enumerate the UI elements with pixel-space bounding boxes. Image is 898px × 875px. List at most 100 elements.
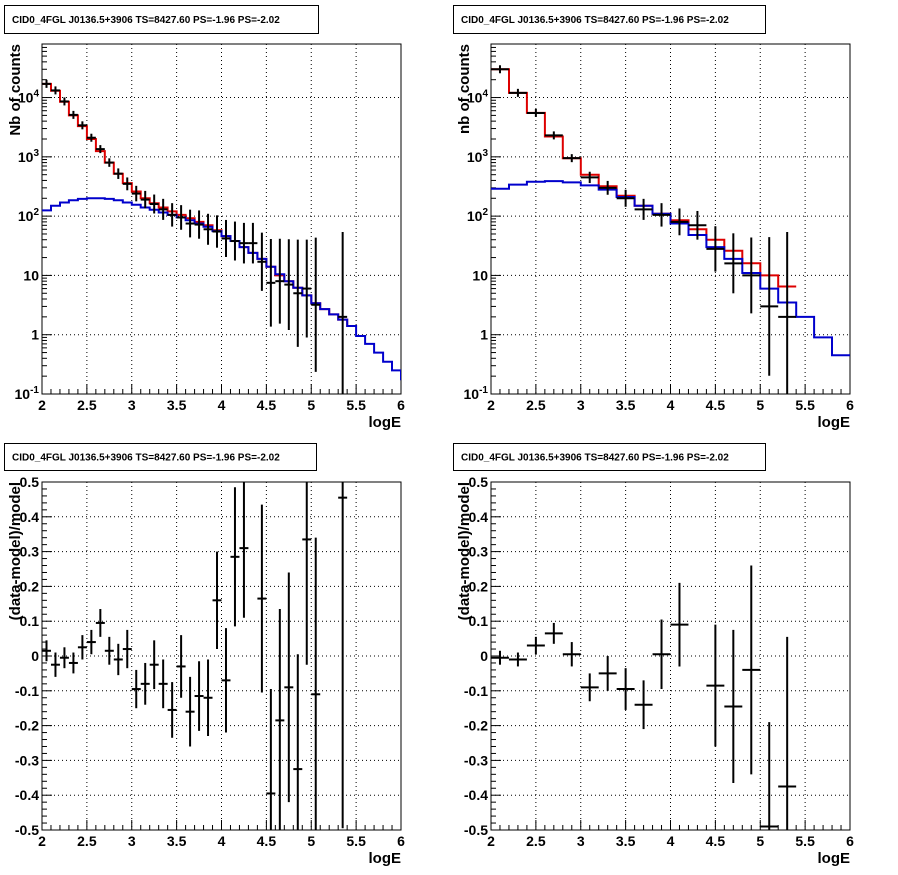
x-tick-label: 2 bbox=[38, 397, 46, 413]
data-point bbox=[239, 222, 249, 264]
residual-point bbox=[491, 650, 509, 665]
y-tick-label: -0.2 bbox=[464, 718, 488, 734]
y-tick-label: -0.1 bbox=[464, 683, 488, 699]
x-tick-label: 6 bbox=[397, 833, 405, 849]
residual-point bbox=[778, 636, 797, 830]
data-point bbox=[311, 237, 321, 372]
data-point bbox=[688, 210, 707, 240]
residual-point bbox=[284, 572, 294, 803]
x-tick-label: 6 bbox=[846, 397, 854, 413]
residual-point bbox=[526, 636, 545, 655]
x-tick-label: 5 bbox=[307, 397, 315, 413]
y-tick-label: 0.4 bbox=[20, 509, 40, 525]
data-point bbox=[176, 205, 186, 230]
residual-point bbox=[185, 676, 195, 747]
plot-area bbox=[42, 482, 348, 830]
x-tick-label: 5.5 bbox=[795, 397, 815, 413]
data-point bbox=[742, 237, 761, 314]
plot-area bbox=[491, 65, 850, 394]
y-tick-label: 10-1 bbox=[464, 385, 489, 402]
data-point bbox=[670, 208, 689, 236]
chart-title: CID0_4FGL J0136.5+3906 TS=8427.60 PS=-1.… bbox=[461, 15, 729, 26]
chart-panel-3: CID0_4FGL J0136.5+3906 TS=8427.60 PS=-1.… bbox=[4, 443, 405, 867]
residual-point bbox=[122, 629, 132, 669]
data-point bbox=[95, 145, 105, 154]
data-point bbox=[598, 180, 617, 195]
y-tick-label: 0.5 bbox=[20, 474, 40, 490]
residual-point bbox=[176, 635, 186, 698]
x-tick-label: 2.5 bbox=[77, 397, 97, 413]
x-tick-label: 5.5 bbox=[346, 833, 366, 849]
residual-point bbox=[275, 609, 285, 830]
y-tick-label: 0.3 bbox=[469, 544, 489, 560]
y-axis-label: (data-model)/model bbox=[456, 482, 473, 620]
x-tick-label: 5.5 bbox=[795, 833, 815, 849]
x-tick-label: 3 bbox=[128, 833, 136, 849]
y-tick-label: 10 bbox=[472, 267, 488, 283]
data-point bbox=[50, 86, 60, 95]
data-point bbox=[122, 177, 132, 191]
data-point bbox=[338, 232, 348, 394]
y-tick-label: 0.1 bbox=[20, 613, 40, 629]
data-point bbox=[248, 222, 258, 264]
y-tick-label: -0.5 bbox=[464, 822, 488, 838]
residual-point bbox=[149, 640, 159, 690]
x-tick-label: 3.5 bbox=[616, 833, 636, 849]
x-tick-label: 6 bbox=[846, 833, 854, 849]
y-tick-label: 104 bbox=[467, 89, 489, 106]
y-tick-label: 0.2 bbox=[20, 578, 40, 594]
data-point bbox=[167, 203, 177, 227]
x-tick-label: 5.5 bbox=[346, 397, 366, 413]
residual-point bbox=[616, 668, 635, 710]
y-tick-label: 0.4 bbox=[469, 509, 489, 525]
data-point bbox=[257, 232, 267, 291]
residual-point bbox=[86, 629, 96, 655]
residual-point bbox=[266, 689, 276, 830]
residual-point bbox=[239, 482, 249, 618]
x-axis-label: logE bbox=[818, 414, 851, 431]
residual-point bbox=[311, 537, 321, 830]
plot-area bbox=[42, 79, 401, 394]
data-point bbox=[104, 158, 114, 167]
x-tick-label: 2.5 bbox=[77, 833, 97, 849]
x-tick-label: 4.5 bbox=[706, 397, 726, 413]
y-tick-label: 0.2 bbox=[469, 578, 489, 594]
x-tick-label: 6 bbox=[397, 397, 405, 413]
x-axis-label: logE bbox=[818, 850, 851, 867]
data-point bbox=[194, 210, 204, 239]
x-tick-label: 2 bbox=[487, 833, 495, 849]
data-point bbox=[59, 97, 69, 106]
x-tick-label: 4.5 bbox=[257, 833, 277, 849]
data-point bbox=[491, 65, 509, 74]
y-tick-label: 103 bbox=[467, 148, 489, 165]
y-tick-label: -0.2 bbox=[15, 718, 39, 734]
data-point bbox=[724, 233, 743, 294]
residual-point bbox=[706, 624, 725, 747]
residual-point bbox=[598, 656, 617, 691]
data-point bbox=[140, 190, 150, 209]
residual-point bbox=[158, 659, 168, 709]
x-axis-label: logE bbox=[369, 414, 402, 431]
x-tick-label: 4 bbox=[218, 397, 226, 413]
data-point bbox=[706, 226, 725, 272]
y-tick-label: 1 bbox=[31, 327, 39, 343]
data-point bbox=[760, 237, 779, 376]
residual-point bbox=[212, 551, 222, 650]
chart-title: CID0_4FGL J0136.5+3906 TS=8427.60 PS=-1.… bbox=[12, 453, 280, 464]
data-point bbox=[113, 168, 123, 179]
residual-point bbox=[104, 636, 114, 665]
residual-point bbox=[544, 622, 563, 644]
x-tick-label: 2.5 bbox=[526, 397, 546, 413]
residual-point bbox=[293, 654, 303, 830]
residual-point bbox=[508, 652, 527, 667]
x-tick-label: 4 bbox=[667, 397, 675, 413]
x-tick-label: 3.5 bbox=[167, 833, 187, 849]
y-tick-label: 0.1 bbox=[469, 613, 489, 629]
title-box bbox=[453, 443, 766, 471]
x-tick-label: 5 bbox=[307, 833, 315, 849]
residual-point bbox=[562, 642, 581, 667]
data-point bbox=[212, 215, 222, 248]
y-axis-label: Nb of counts bbox=[7, 44, 24, 136]
x-tick-label: 3 bbox=[577, 397, 585, 413]
